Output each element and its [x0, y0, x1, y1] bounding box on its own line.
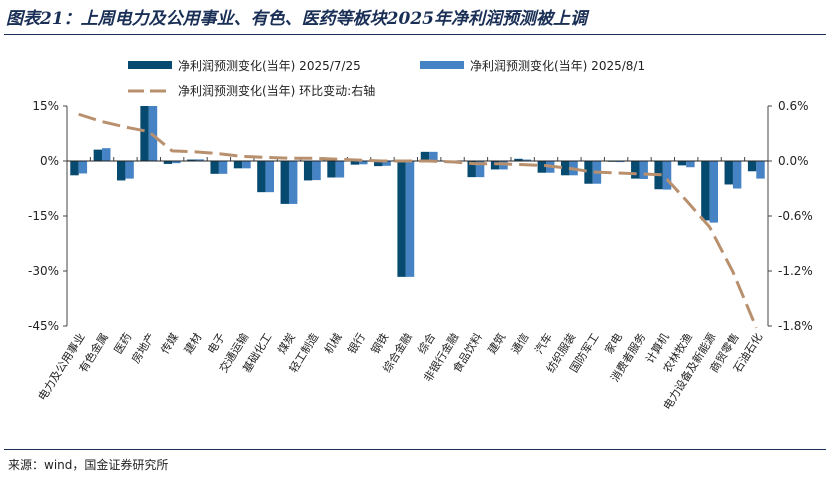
category-label: 银行: [344, 330, 368, 356]
bar-series1: [631, 161, 640, 179]
bar-series2: [732, 161, 742, 189]
bar-series1: [117, 161, 126, 181]
left-tick-label: -30%: [28, 264, 59, 278]
bar-series2: [662, 161, 672, 190]
bar-series1: [140, 106, 149, 161]
chart-title: 图表21：上周电力及公用事业、有色、医药等板块2025年净利润预测被上调: [6, 9, 587, 29]
bar-series1: [677, 161, 687, 166]
bar-series1: [233, 161, 243, 169]
left-tick-label: 15%: [32, 99, 59, 113]
bar-series2: [102, 148, 111, 161]
left-tick-label: 0%: [40, 154, 59, 168]
legend-label-line: 净利润预测变化(当年) 环比变动:右轴: [178, 83, 375, 98]
left-tick-label: -15%: [28, 209, 59, 223]
bar-series2: [756, 161, 765, 179]
category-label: 传媒: [158, 331, 181, 357]
source-note: 来源：wind，国金证券研究所: [8, 458, 169, 472]
bar-series2: [616, 161, 625, 163]
bar-series2: [405, 161, 415, 277]
bar-series2: [359, 161, 368, 165]
bar-series2: [195, 159, 204, 161]
category-label: 建筑: [485, 330, 509, 356]
legend-swatch-series2: [420, 61, 464, 69]
bar-series1: [93, 149, 103, 161]
bar-series2: [78, 161, 88, 174]
bar-series2: [288, 161, 298, 204]
category-label: 建材: [181, 330, 205, 356]
bar-series2: [265, 161, 275, 193]
bar-series1: [724, 161, 733, 185]
right-tick-label: 0.6%: [778, 99, 809, 113]
category-label: 通信: [509, 331, 532, 357]
bar-series1: [467, 161, 476, 178]
legend-swatch-series1: [128, 61, 172, 69]
bar-series1: [747, 161, 757, 172]
category-label: 医药: [112, 331, 135, 357]
bar-series2: [312, 161, 321, 181]
category-label: 房地产: [128, 330, 157, 365]
bar-series2: [475, 161, 485, 178]
bar-series1: [280, 161, 289, 204]
category-label: 机械: [321, 330, 345, 356]
bar-series1: [257, 161, 266, 193]
bar-series2: [172, 161, 181, 164]
title-divider: [4, 34, 826, 35]
bar-series1: [350, 161, 360, 165]
bar-series1: [70, 161, 79, 176]
bar-series1: [210, 161, 219, 174]
bar-series1: [327, 161, 336, 178]
bar-series1: [560, 161, 570, 176]
bar-series1: [514, 158, 523, 161]
category-label: 电子: [205, 331, 228, 357]
bar-series1: [701, 161, 710, 221]
bar-series2: [218, 161, 228, 174]
category-label: 家电: [602, 330, 626, 356]
bar-series1: [537, 161, 547, 173]
bar-series1: [420, 151, 430, 161]
bar-series2: [382, 161, 391, 166]
left-tick-label: -45%: [28, 319, 59, 333]
category-label: 煤炭: [275, 331, 298, 357]
right-tick-label: -0.6%: [778, 209, 813, 223]
right-tick-label: -1.8%: [778, 319, 813, 333]
category-label: 汽车: [531, 330, 555, 356]
line-series-mom-change: [78, 112, 758, 329]
bar-series1: [163, 161, 173, 164]
bar-series2: [335, 161, 345, 178]
legend-label-series2: 净利润预测变化(当年) 2025/8/1: [470, 58, 645, 73]
bar-series2: [639, 161, 648, 179]
bar-series1: [397, 161, 406, 277]
legend-label-series1: 净利润预测变化(当年) 2025/7/25: [178, 58, 361, 73]
bar-series2: [125, 161, 134, 179]
bar-series1: [374, 161, 383, 167]
bar-series2: [429, 151, 438, 161]
category-label: 钢铁: [369, 331, 392, 357]
bar-series2: [522, 159, 532, 161]
bar-series1: [584, 161, 593, 184]
right-tick-label: -1.2%: [778, 264, 813, 278]
source-divider: [4, 449, 826, 450]
bar-series2: [709, 161, 718, 223]
bar-series2: [242, 161, 251, 169]
right-tick-label: 0.0%: [778, 154, 809, 168]
bar-series1: [303, 161, 313, 181]
bar-series2: [686, 161, 695, 168]
bar-series1: [187, 159, 196, 161]
category-label: 综合: [415, 330, 439, 356]
